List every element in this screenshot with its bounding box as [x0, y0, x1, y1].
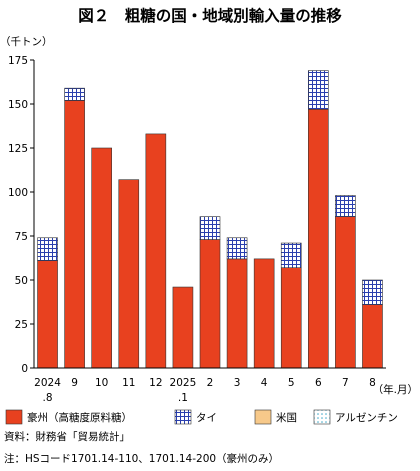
y-tick-label: 50	[15, 275, 28, 287]
bar-segment-series-0	[145, 133, 167, 369]
y-tick-label: 0	[21, 363, 28, 375]
y-tick-label: 25	[15, 319, 28, 331]
x-tick-label: 2024	[34, 377, 61, 389]
x-tick-label: 12	[149, 377, 162, 389]
y-axis-unit: （千トン）	[0, 36, 53, 48]
bar-segment-series-1	[226, 237, 248, 260]
x-tick-label: 3	[234, 377, 241, 389]
bar-segment-series-0	[280, 267, 302, 369]
x-tick-sublabel: .1	[178, 392, 188, 404]
bar-segment-series-0	[172, 286, 194, 369]
y-tick-label: 175	[8, 55, 28, 67]
x-tick-label: 4	[261, 377, 268, 389]
x-tick-label: 7	[342, 377, 349, 389]
x-tick-label: 10	[95, 377, 108, 389]
x-tick-label: 11	[122, 377, 135, 389]
bar-segment-series-1	[362, 279, 383, 305]
bar-segment-series-1	[64, 87, 85, 101]
x-tick-label: 2025	[170, 377, 197, 389]
y-axis-ticks: 0 25 50 75 100 125 150 175	[8, 55, 34, 375]
bar-segment-series-0	[226, 258, 248, 369]
legend: 豪州（高糖度原料糖） タイ 米国 アルゼンチン	[5, 409, 398, 425]
x-tick-label: 8	[369, 377, 376, 389]
bar-segment-series-0	[37, 260, 58, 369]
bars	[37, 70, 383, 369]
x-tick-label: 6	[315, 377, 322, 389]
hs-code-note: 注：HSコード1701.14-110、1701.14-200（豪州のみ）	[4, 452, 279, 465]
bar-segment-series-1	[308, 70, 329, 110]
legend-swatch-series-2	[254, 409, 272, 425]
legend-swatch-series-3	[313, 409, 331, 425]
legend-swatch-series-0	[5, 409, 23, 425]
bar-segment-series-0	[91, 147, 112, 369]
bar-segment-series-1	[335, 195, 356, 217]
legend-swatch-series-1	[174, 409, 192, 425]
legend-label-series-0: 豪州（高糖度原料糖）	[27, 411, 132, 424]
x-axis-ticks: 2024 .8 9 10 11 12 2025 .1 2 3 4 5 6 7 8	[34, 377, 376, 404]
legend-label-series-3: アルゼンチン	[335, 412, 398, 424]
bar-segment-series-0	[64, 100, 85, 369]
x-tick-label: 2	[207, 377, 214, 389]
bar-segment-series-1	[280, 242, 302, 268]
bar-segment-series-0	[335, 216, 356, 369]
x-axis-unit: （年.月）	[373, 383, 418, 396]
y-tick-label: 100	[8, 187, 28, 199]
y-tick-label: 150	[8, 99, 28, 111]
chart-title: 図２ 粗糖の国・地域別輸入量の推移	[78, 6, 342, 25]
bar-segment-series-0	[362, 304, 383, 369]
source-note: 資料：財務省「貿易統計」	[4, 430, 130, 443]
x-tick-label: 9	[71, 377, 78, 389]
bar-segment-series-0	[253, 258, 275, 369]
bar-segment-series-0	[308, 108, 329, 369]
bar-segment-series-1	[199, 216, 221, 240]
legend-label-series-2: 米国	[276, 411, 297, 424]
bar-segment-series-0	[199, 239, 221, 369]
legend-label-series-1: タイ	[196, 412, 217, 424]
x-tick-sublabel: .8	[43, 392, 53, 404]
bar-segment-series-1	[37, 237, 58, 261]
x-tick-label: 5	[288, 377, 295, 389]
y-tick-label: 75	[15, 231, 28, 243]
y-tick-label: 125	[8, 143, 28, 155]
bar-segment-series-0	[118, 179, 140, 369]
